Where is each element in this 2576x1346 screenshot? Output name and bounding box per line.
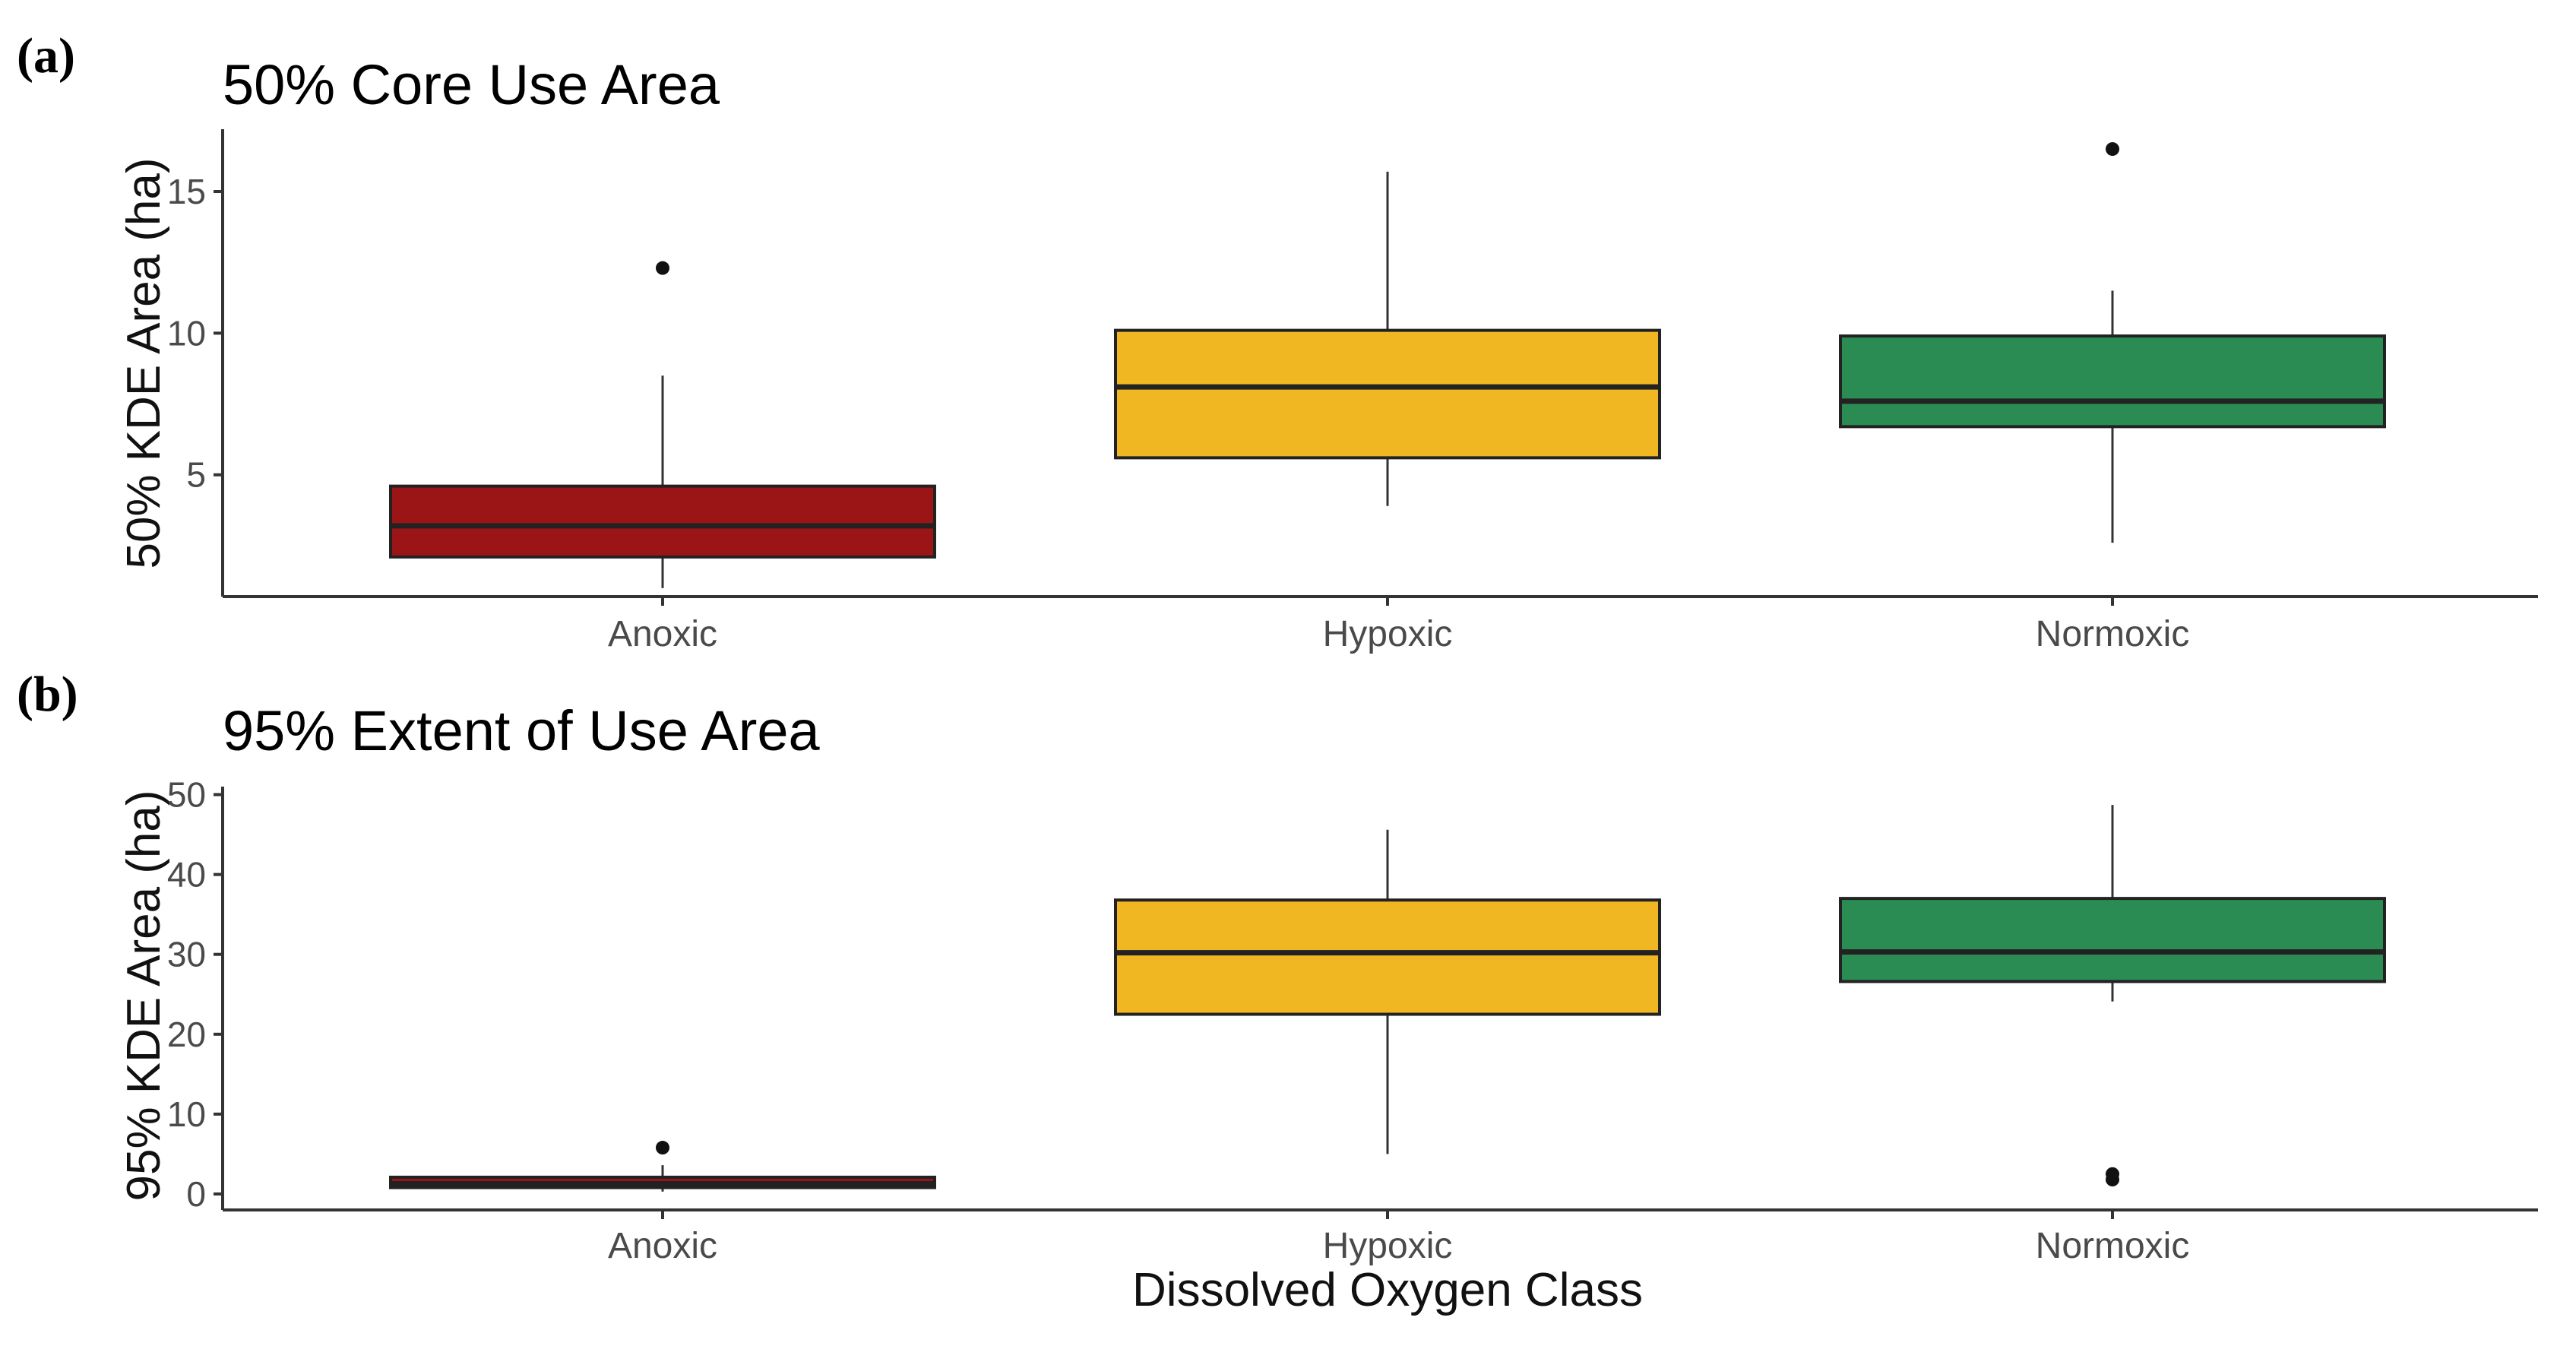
x-tick-label: Hypoxic: [1323, 614, 1453, 654]
outlier-point: [2106, 142, 2119, 157]
y-tick-label: 0: [186, 1174, 206, 1214]
panel-a-y-axis-title: 50% KDE Area (ha): [118, 157, 170, 568]
outlier-point: [656, 261, 669, 275]
box-hypoxic: [1114, 898, 1661, 1016]
x-tick-label: Normoxic: [2036, 614, 2190, 654]
panel-a-label: (a): [17, 28, 75, 84]
y-tick-label: 5: [186, 455, 206, 495]
y-tick-label: 20: [167, 1015, 206, 1054]
panel-b-label: (b): [17, 667, 78, 722]
box-normoxic: [1839, 897, 2386, 983]
x-tick-label: Hypoxic: [1323, 1226, 1453, 1266]
outlier-point: [656, 1141, 669, 1155]
outlier-point: [2106, 1167, 2119, 1181]
y-tick-label: 50: [167, 775, 206, 815]
y-tick-label: 10: [167, 313, 206, 353]
panel-b-y-axis-title: 95% KDE Area (ha): [118, 790, 170, 1201]
panel-b-x-axis-title: Dissolved Oxygen Class: [1132, 1264, 1643, 1316]
x-tick-label: Normoxic: [2036, 1226, 2190, 1266]
panel-b: (b) 95% Extent of Use Area 95% KDE Area …: [17, 667, 2538, 1316]
y-tick-label: 40: [167, 855, 206, 895]
box-anoxic: [389, 484, 936, 559]
y-tick-label: 10: [167, 1094, 206, 1134]
panel-a-plot-area: 5 10 15 Anoxic Hypoxic Normoxic: [167, 129, 2538, 654]
y-tick-label: 15: [167, 172, 206, 211]
panel-a-title: 50% Core Use Area: [223, 53, 720, 116]
box-hypoxic: [1114, 328, 1661, 460]
box-normoxic: [1839, 334, 2386, 429]
panel-b-plot-area: 0 10 20 30 40 50 Anoxic Hypoxic Normoxic: [167, 775, 2538, 1266]
x-tick-label: Anoxic: [608, 614, 717, 654]
y-tick-label: 30: [167, 935, 206, 974]
x-tick-label: Anoxic: [608, 1226, 717, 1266]
panel-a: (a) 50% Core Use Area 50% KDE Area (ha) …: [17, 28, 2538, 654]
panel-b-title: 95% Extent of Use Area: [223, 699, 821, 762]
